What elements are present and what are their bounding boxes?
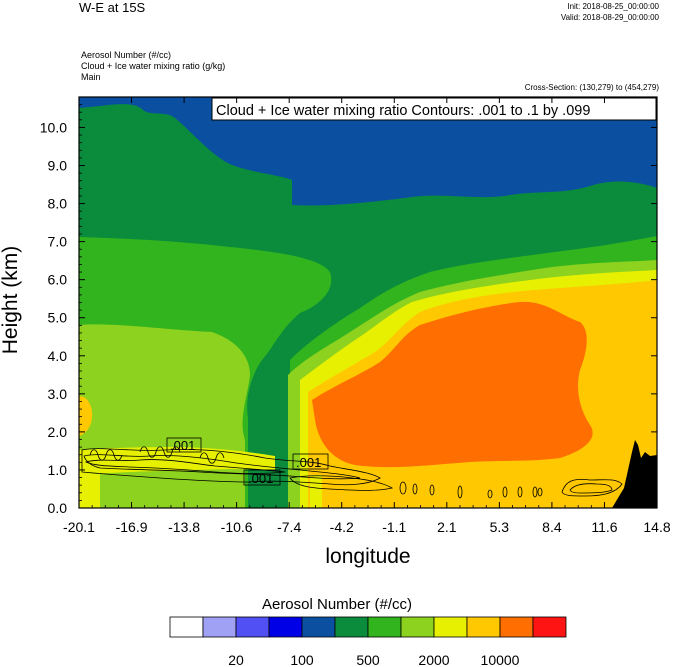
x-tick-label: 8.4	[542, 519, 562, 535]
y-tick-label: 3.0	[48, 386, 68, 402]
contour-11	[457, 485, 463, 499]
x-tick-label: 2.1	[437, 519, 457, 535]
contour-5	[139, 446, 181, 458]
contour-label-2: .001	[243, 469, 281, 486]
colorbar-label: 2000	[418, 652, 449, 667]
contour-18	[569, 483, 613, 494]
field-yellow-low-mid	[310, 475, 322, 508]
y-tick-label: 6.0	[48, 272, 68, 288]
contour-1	[81, 448, 381, 486]
y-tick-label: 9.0	[48, 158, 68, 174]
contour-4	[89, 449, 123, 461]
colorbar-swatch	[499, 616, 534, 638]
y-tick-label: 5.0	[48, 310, 68, 326]
y-tick-label: 2.0	[48, 424, 68, 440]
x-tick-label: -4.2	[330, 519, 354, 535]
aerosol-filled-field	[79, 97, 657, 508]
x-axis-label: longitude	[325, 545, 410, 568]
contour-label-text-3: .001	[296, 455, 321, 470]
contour-13	[502, 486, 508, 498]
y-tick-label: 1.0	[48, 462, 68, 478]
cloud-contours	[81, 446, 623, 499]
contour-14	[517, 486, 523, 498]
colorbar-swatch	[400, 616, 435, 638]
colorbar-swatch	[466, 616, 501, 638]
x-tick-label: -20.1	[63, 519, 95, 535]
variable-label-aerosol: Aerosol Number (#/cc)	[81, 50, 172, 60]
colorbar-title: Aerosol Number (#/cc)	[261, 596, 413, 613]
contour-label-text-2: .001	[248, 471, 273, 486]
y-axis-label: Height (km)	[0, 246, 22, 355]
variable-label-main: Main	[81, 72, 101, 82]
contour-label-1: .001	[166, 437, 202, 453]
y-tick-label: 10.0	[40, 119, 67, 135]
colorbar-swatch	[268, 616, 303, 638]
contour-17	[561, 478, 623, 497]
valid-time: Valid: 2018-08-29_00:00:00	[560, 13, 659, 22]
contour-label-3: .001	[292, 453, 329, 470]
contour-3	[84, 459, 286, 474]
y-tick-label: 0.0	[48, 500, 68, 516]
colorbar-swatch	[334, 616, 369, 638]
x-tick-label: 5.3	[490, 519, 510, 535]
y-tick-label: 7.0	[48, 234, 68, 250]
colorbar-swatch	[433, 616, 468, 638]
contour-info-text: Cloud + Ice water mixing ratio Contours:…	[216, 103, 590, 119]
contour-9	[412, 483, 418, 495]
init-time: Init: 2018-08-25_00:00:00	[567, 2, 659, 11]
contour-info-box	[211, 97, 657, 121]
y-tick-label: 4.0	[48, 348, 68, 364]
colorbar-label: 500	[356, 652, 380, 667]
colorbar-swatch	[367, 616, 402, 638]
colorbar-swatch	[169, 616, 204, 638]
colorbar-swatch	[202, 616, 237, 638]
colorbar-swatch	[235, 616, 270, 638]
field-orange-core	[312, 301, 593, 468]
colorbar: 20 100 500 2000 10000	[169, 616, 567, 667]
field-gold-left	[79, 396, 93, 436]
plot-title: W-E at 15S	[79, 0, 146, 15]
contour-12	[487, 489, 493, 499]
terrain	[612, 440, 657, 508]
contour-10	[429, 484, 435, 496]
contour-6	[199, 452, 225, 464]
field-yellow-low-strip	[79, 474, 100, 508]
x-tick-label: 11.6	[591, 519, 617, 535]
colorbar-swatch	[301, 616, 336, 638]
field-blue-top	[79, 97, 657, 206]
colorbar-swatch	[532, 616, 567, 638]
cross-section-label: Cross-Section: (130,279) to (454,279)	[524, 83, 659, 92]
y-axis: 0.0 1.0 2.0 3.0 4.0 5.0 6.0 7.0 8.0 9.0 10.0	[40, 96, 657, 516]
x-tick-label: -7.4	[277, 519, 301, 535]
x-tick-label: 14.8	[643, 519, 670, 535]
contour-15	[532, 486, 538, 498]
contour-label-text-1: .001	[170, 438, 195, 453]
contour-7	[289, 475, 394, 491]
variable-label-cloud: Cloud + Ice water mixing ratio (g/kg)	[81, 61, 226, 71]
x-tick-label: -10.6	[221, 519, 253, 535]
x-tick-label: -1.1	[382, 519, 406, 535]
colorbar-label: 100	[290, 652, 314, 667]
x-axis: -20.1 -16.9 -13.8 -10.6 -7.4 -4.2 -1.1 2.1 5.3 8.…	[63, 97, 671, 535]
y-tick-label: 8.0	[48, 196, 68, 212]
x-tick-label: -13.8	[168, 519, 200, 535]
colorbar-label: 20	[228, 652, 244, 667]
x-tick-label: -16.9	[116, 519, 148, 535]
colorbar-label: 10000	[481, 652, 520, 667]
contour-16	[537, 487, 543, 497]
contour-8	[399, 481, 407, 495]
